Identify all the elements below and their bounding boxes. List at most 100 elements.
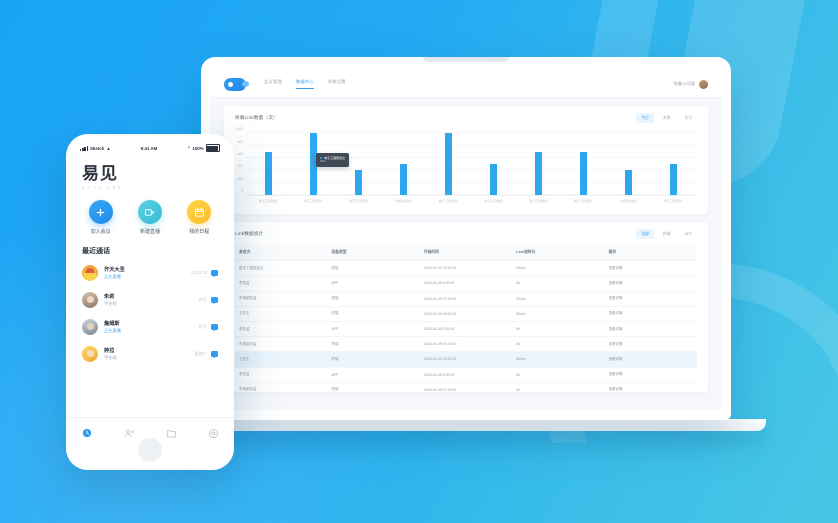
chart-filter-month[interactable]: 本月 — [684, 115, 692, 120]
tab-contacts[interactable] — [122, 426, 136, 440]
tab-recents[interactable] — [80, 426, 94, 440]
chat-list: 齐天大圣 正在直播 13:20:20 朱莉 不在线 昨天 詹姆斯 正在直播 昨天 婷拉 不在线 星期二 — [66, 259, 234, 367]
table-column-header[interactable]: 设备类型 — [327, 245, 420, 262]
chat-status: 正在直播 — [104, 328, 121, 334]
table-cell: 终端 — [327, 336, 420, 353]
message-bubble-icon[interactable] — [211, 269, 218, 277]
bar-slot[interactable] — [561, 133, 606, 196]
table-row[interactable]: 李总监 APP 2018-02-48 9:22:00 5h 查看详情 — [235, 367, 697, 383]
table-action-link[interactable]: 查看详情 — [604, 382, 697, 392]
table-action-link[interactable]: 查看详情 — [604, 306, 697, 322]
avatar — [82, 345, 98, 362]
list-item[interactable]: 齐天大圣 正在直播 13:20:20 — [80, 259, 220, 286]
bar[interactable] — [400, 164, 407, 196]
x-axis-tick: 电子工程部会议 — [484, 199, 503, 204]
table-row[interactable]: 王先生 终端 2018-01-20 08:20:20 56min 查看详情 — [235, 351, 697, 368]
chat-name: 朱莉 — [104, 293, 115, 300]
table-column-header[interactable]: 操作 — [604, 245, 697, 262]
action-new-live[interactable]: 新建直播 — [137, 200, 162, 235]
bar[interactable] — [355, 170, 362, 196]
bar[interactable] — [265, 151, 272, 196]
table-row[interactable]: 李总监 APP 2018-02-48 9:22:00 5h 查看详情 — [235, 321, 697, 338]
bar[interactable] — [535, 151, 542, 196]
nav-item-meetings[interactable]: 会议管理 — [264, 79, 282, 84]
bar-slot[interactable] — [651, 133, 696, 196]
message-bubble-icon[interactable] — [211, 296, 218, 304]
app-name: 易见 — [82, 164, 118, 184]
table-row[interactable]: 李总监 APP 2018-02-48 9:22:00 5h 查看详情 — [235, 275, 697, 292]
bar[interactable] — [445, 133, 452, 196]
top-nav: 会议管理 数据中心 系统设置 — [264, 79, 346, 89]
message-bubble-icon[interactable] — [211, 323, 218, 331]
home-button[interactable] — [138, 438, 162, 462]
list-item[interactable]: 婷拉 不在线 星期二 — [80, 340, 220, 367]
table-cell: 王先生 — [235, 306, 328, 322]
bar-slot[interactable] — [606, 133, 651, 196]
table-cell: 56min — [512, 306, 605, 322]
chart-filter-week[interactable]: 本周 — [662, 115, 671, 120]
bar-slot[interactable] — [246, 133, 291, 196]
action-join-meeting[interactable]: 加入会议 — [88, 200, 113, 235]
table-cell: 李总监 — [235, 275, 328, 292]
table-column-header[interactable]: 参会方 — [235, 245, 328, 262]
table-row[interactable]: 王先生 终端 2018-01-20 08:20:20 56min 查看详情 — [235, 306, 697, 322]
table-filter-app[interactable]: APP — [684, 231, 692, 236]
bar-slot[interactable] — [426, 133, 471, 196]
table-cell: 56min — [512, 351, 605, 368]
bar-slot[interactable] — [516, 133, 561, 196]
bar[interactable] — [490, 164, 497, 196]
chat-name: 齐天大圣 — [104, 266, 125, 273]
action-label: 我的日程 — [189, 229, 210, 236]
bar[interactable] — [670, 164, 677, 196]
calendar-icon — [187, 200, 212, 225]
brand-logo-icon[interactable] — [224, 77, 249, 91]
action-my-schedule[interactable]: 我的日程 — [187, 200, 212, 236]
table-row[interactable]: 市场部总监 终端 2018-01-09 07:23:09 4h 查看详情 — [235, 336, 697, 353]
tab-settings[interactable] — [206, 426, 220, 440]
grid-line — [246, 132, 696, 134]
y-axis-tick: 0 — [241, 189, 243, 194]
table-action-link[interactable]: 查看详情 — [604, 260, 697, 277]
bar[interactable] — [580, 151, 587, 196]
status-time: 9:41 AM — [140, 145, 158, 151]
table-action-link[interactable]: 查看详情 — [604, 367, 697, 383]
table-column-header[interactable]: 开始时间 — [419, 245, 513, 262]
chat-info: 朱莉 不在线 — [104, 293, 193, 308]
avatar[interactable] — [699, 79, 708, 89]
table-action-link[interactable]: 查看详情 — [604, 291, 697, 307]
table-filter-all[interactable]: 全部 — [636, 229, 654, 240]
bar-slot[interactable] — [336, 133, 381, 196]
table-row[interactable]: 市场部总监 终端 2018-01-09 07:23:09 4h 查看详情 — [235, 382, 697, 392]
bar-slot[interactable] — [471, 133, 516, 196]
bar[interactable] — [310, 133, 317, 196]
table-cell: 5h — [512, 367, 605, 383]
signal-icon — [80, 145, 88, 151]
message-bubble-icon[interactable] — [211, 350, 218, 358]
table-action-link[interactable]: 查看详情 — [604, 321, 697, 338]
nav-item-settings[interactable]: 系统设置 — [327, 79, 346, 84]
grid-line — [246, 169, 696, 171]
table-column-header[interactable]: Link流时长 — [512, 245, 605, 262]
table-action-link[interactable]: 查看详情 — [604, 336, 697, 353]
list-item[interactable]: 詹姆斯 正在直播 昨天 — [80, 313, 220, 340]
table-row[interactable]: 市场部总监 终端 2018-01-09 07:23:09 20min 查看详情 — [235, 291, 697, 307]
table-cell: 市场部总监 — [235, 336, 328, 353]
table-scroll[interactable]: 参会方 设备类型 开始时间 Link流时长 操作 数字工程部会议 终端 2018-01-22… — [224, 245, 708, 392]
tab-files[interactable] — [164, 426, 178, 440]
table-action-link[interactable]: 查看详情 — [604, 351, 697, 368]
bar-chart[interactable]: 0 200 400 600 800 1000 电子工程部会议 1000 — [236, 127, 696, 197]
table-filter-terminal[interactable]: 终端 — [662, 231, 671, 236]
bar-slot[interactable] — [291, 133, 336, 196]
table-cell: 市场部总监 — [235, 291, 328, 307]
header-user-area[interactable]: 陈曼/公司管 — [674, 79, 708, 89]
bar[interactable] — [625, 170, 632, 196]
table-action-link[interactable]: 查看详情 — [604, 275, 697, 292]
chart-filter-group: 今日 本周 本月 — [636, 113, 697, 124]
chart-filter-today[interactable]: 今日 — [636, 113, 654, 124]
carrier-label: Sketch — [89, 145, 105, 151]
web-app: 会议管理 数据中心 系统设置 陈曼/公司管 终 — [210, 71, 722, 410]
bar-slot[interactable] — [381, 133, 426, 196]
table-row[interactable]: 数字工程部会议 终端 2018-01-22 13:40:01 23min 查看详情 — [235, 260, 697, 277]
nav-item-data-center[interactable]: 数据中心 — [295, 79, 314, 89]
list-item[interactable]: 朱莉 不在线 昨天 — [80, 286, 220, 313]
